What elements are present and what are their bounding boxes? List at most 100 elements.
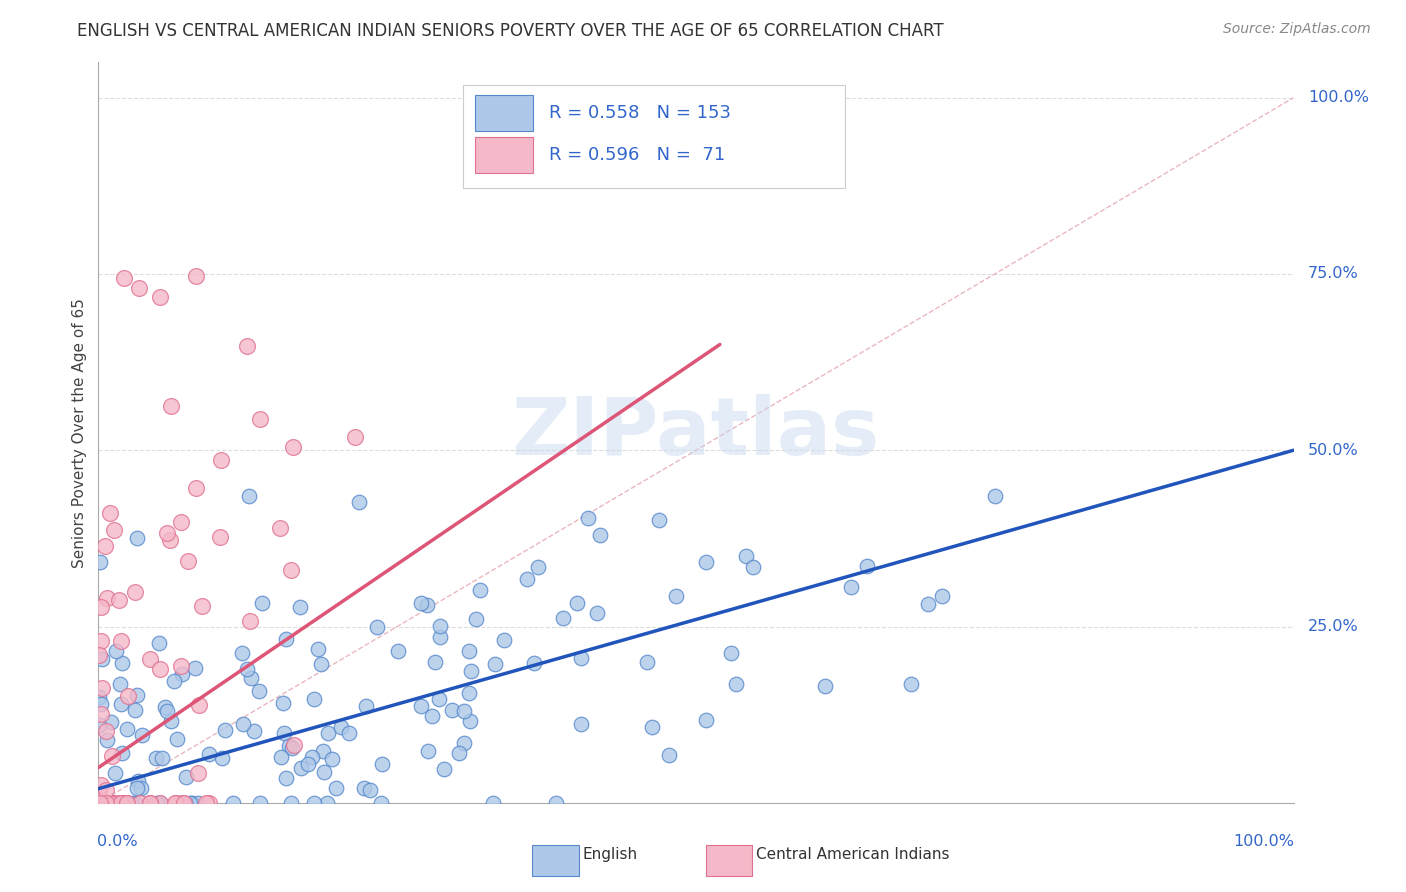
Point bbox=[238, 489, 260, 503]
Point bbox=[274, 771, 297, 785]
Point bbox=[337, 726, 360, 740]
Point bbox=[101, 796, 124, 810]
Text: Central American Indians: Central American Indians bbox=[756, 847, 949, 863]
Point bbox=[741, 560, 763, 574]
Point bbox=[720, 646, 742, 660]
Point bbox=[98, 506, 121, 520]
Point bbox=[724, 676, 747, 690]
Point bbox=[409, 698, 432, 713]
Point bbox=[173, 796, 195, 810]
Point bbox=[695, 555, 717, 569]
Point bbox=[484, 657, 506, 671]
Point bbox=[273, 726, 295, 740]
Point bbox=[170, 796, 193, 810]
Point bbox=[112, 796, 135, 810]
Point bbox=[90, 796, 112, 810]
Point bbox=[170, 796, 193, 810]
Point bbox=[156, 525, 179, 540]
Point bbox=[249, 412, 271, 426]
Point bbox=[208, 530, 231, 544]
Point bbox=[184, 268, 207, 283]
Point bbox=[198, 747, 221, 762]
Point bbox=[270, 749, 292, 764]
Point bbox=[110, 796, 132, 810]
Point bbox=[917, 597, 939, 611]
Point bbox=[371, 756, 394, 771]
Point bbox=[87, 648, 110, 662]
Point bbox=[269, 521, 291, 535]
Point bbox=[648, 513, 671, 527]
Point bbox=[695, 713, 717, 727]
Point bbox=[115, 796, 138, 810]
Point bbox=[100, 795, 122, 809]
Point bbox=[129, 781, 152, 796]
Point bbox=[359, 782, 381, 797]
Point bbox=[931, 589, 953, 603]
Point bbox=[516, 573, 538, 587]
Point bbox=[100, 714, 122, 729]
Point bbox=[250, 596, 273, 610]
Point bbox=[588, 528, 610, 542]
Point bbox=[110, 677, 132, 691]
Point bbox=[87, 796, 110, 810]
Point bbox=[91, 796, 114, 810]
Point bbox=[441, 703, 464, 717]
Point bbox=[325, 781, 347, 796]
Point bbox=[153, 699, 176, 714]
Point bbox=[90, 796, 112, 810]
Point bbox=[131, 728, 153, 742]
Point bbox=[586, 606, 609, 620]
Point bbox=[148, 635, 170, 649]
Point bbox=[276, 632, 298, 647]
Point bbox=[115, 722, 138, 736]
Point bbox=[94, 796, 117, 810]
Point bbox=[411, 595, 433, 609]
Point bbox=[309, 657, 332, 672]
Point bbox=[460, 714, 482, 729]
Point bbox=[349, 495, 371, 509]
Point bbox=[139, 652, 162, 666]
Point bbox=[149, 662, 172, 676]
Point bbox=[184, 661, 207, 675]
FancyBboxPatch shape bbox=[463, 85, 845, 188]
Text: Source: ZipAtlas.com: Source: ZipAtlas.com bbox=[1223, 22, 1371, 37]
FancyBboxPatch shape bbox=[706, 845, 752, 876]
Point bbox=[90, 633, 112, 648]
Point bbox=[170, 659, 193, 673]
Point bbox=[546, 796, 568, 810]
Point bbox=[280, 563, 302, 577]
Point bbox=[94, 539, 117, 553]
Point bbox=[90, 706, 112, 721]
Point bbox=[115, 796, 138, 810]
Point bbox=[429, 619, 451, 633]
Point bbox=[110, 634, 132, 648]
Point bbox=[96, 732, 118, 747]
Point bbox=[239, 614, 262, 628]
Point bbox=[89, 555, 111, 569]
FancyBboxPatch shape bbox=[533, 845, 579, 876]
Point bbox=[127, 531, 149, 545]
Point bbox=[94, 796, 117, 810]
Point bbox=[288, 599, 311, 614]
Point bbox=[89, 796, 111, 810]
Point bbox=[281, 741, 304, 756]
Point bbox=[160, 714, 183, 729]
Point bbox=[198, 796, 221, 810]
Point bbox=[87, 787, 110, 801]
Point bbox=[107, 796, 129, 810]
Point bbox=[304, 796, 326, 810]
Point bbox=[165, 796, 187, 810]
Point bbox=[353, 780, 375, 795]
Point bbox=[984, 489, 1007, 503]
Text: R = 0.596   N =  71: R = 0.596 N = 71 bbox=[548, 146, 725, 164]
Point bbox=[209, 453, 232, 467]
Point bbox=[124, 703, 146, 717]
Point bbox=[150, 751, 173, 765]
Point bbox=[523, 656, 546, 670]
Point bbox=[120, 796, 142, 810]
Point bbox=[89, 796, 111, 810]
Point bbox=[127, 688, 149, 702]
Point bbox=[576, 511, 599, 525]
Point bbox=[93, 796, 115, 810]
Point bbox=[90, 778, 112, 792]
